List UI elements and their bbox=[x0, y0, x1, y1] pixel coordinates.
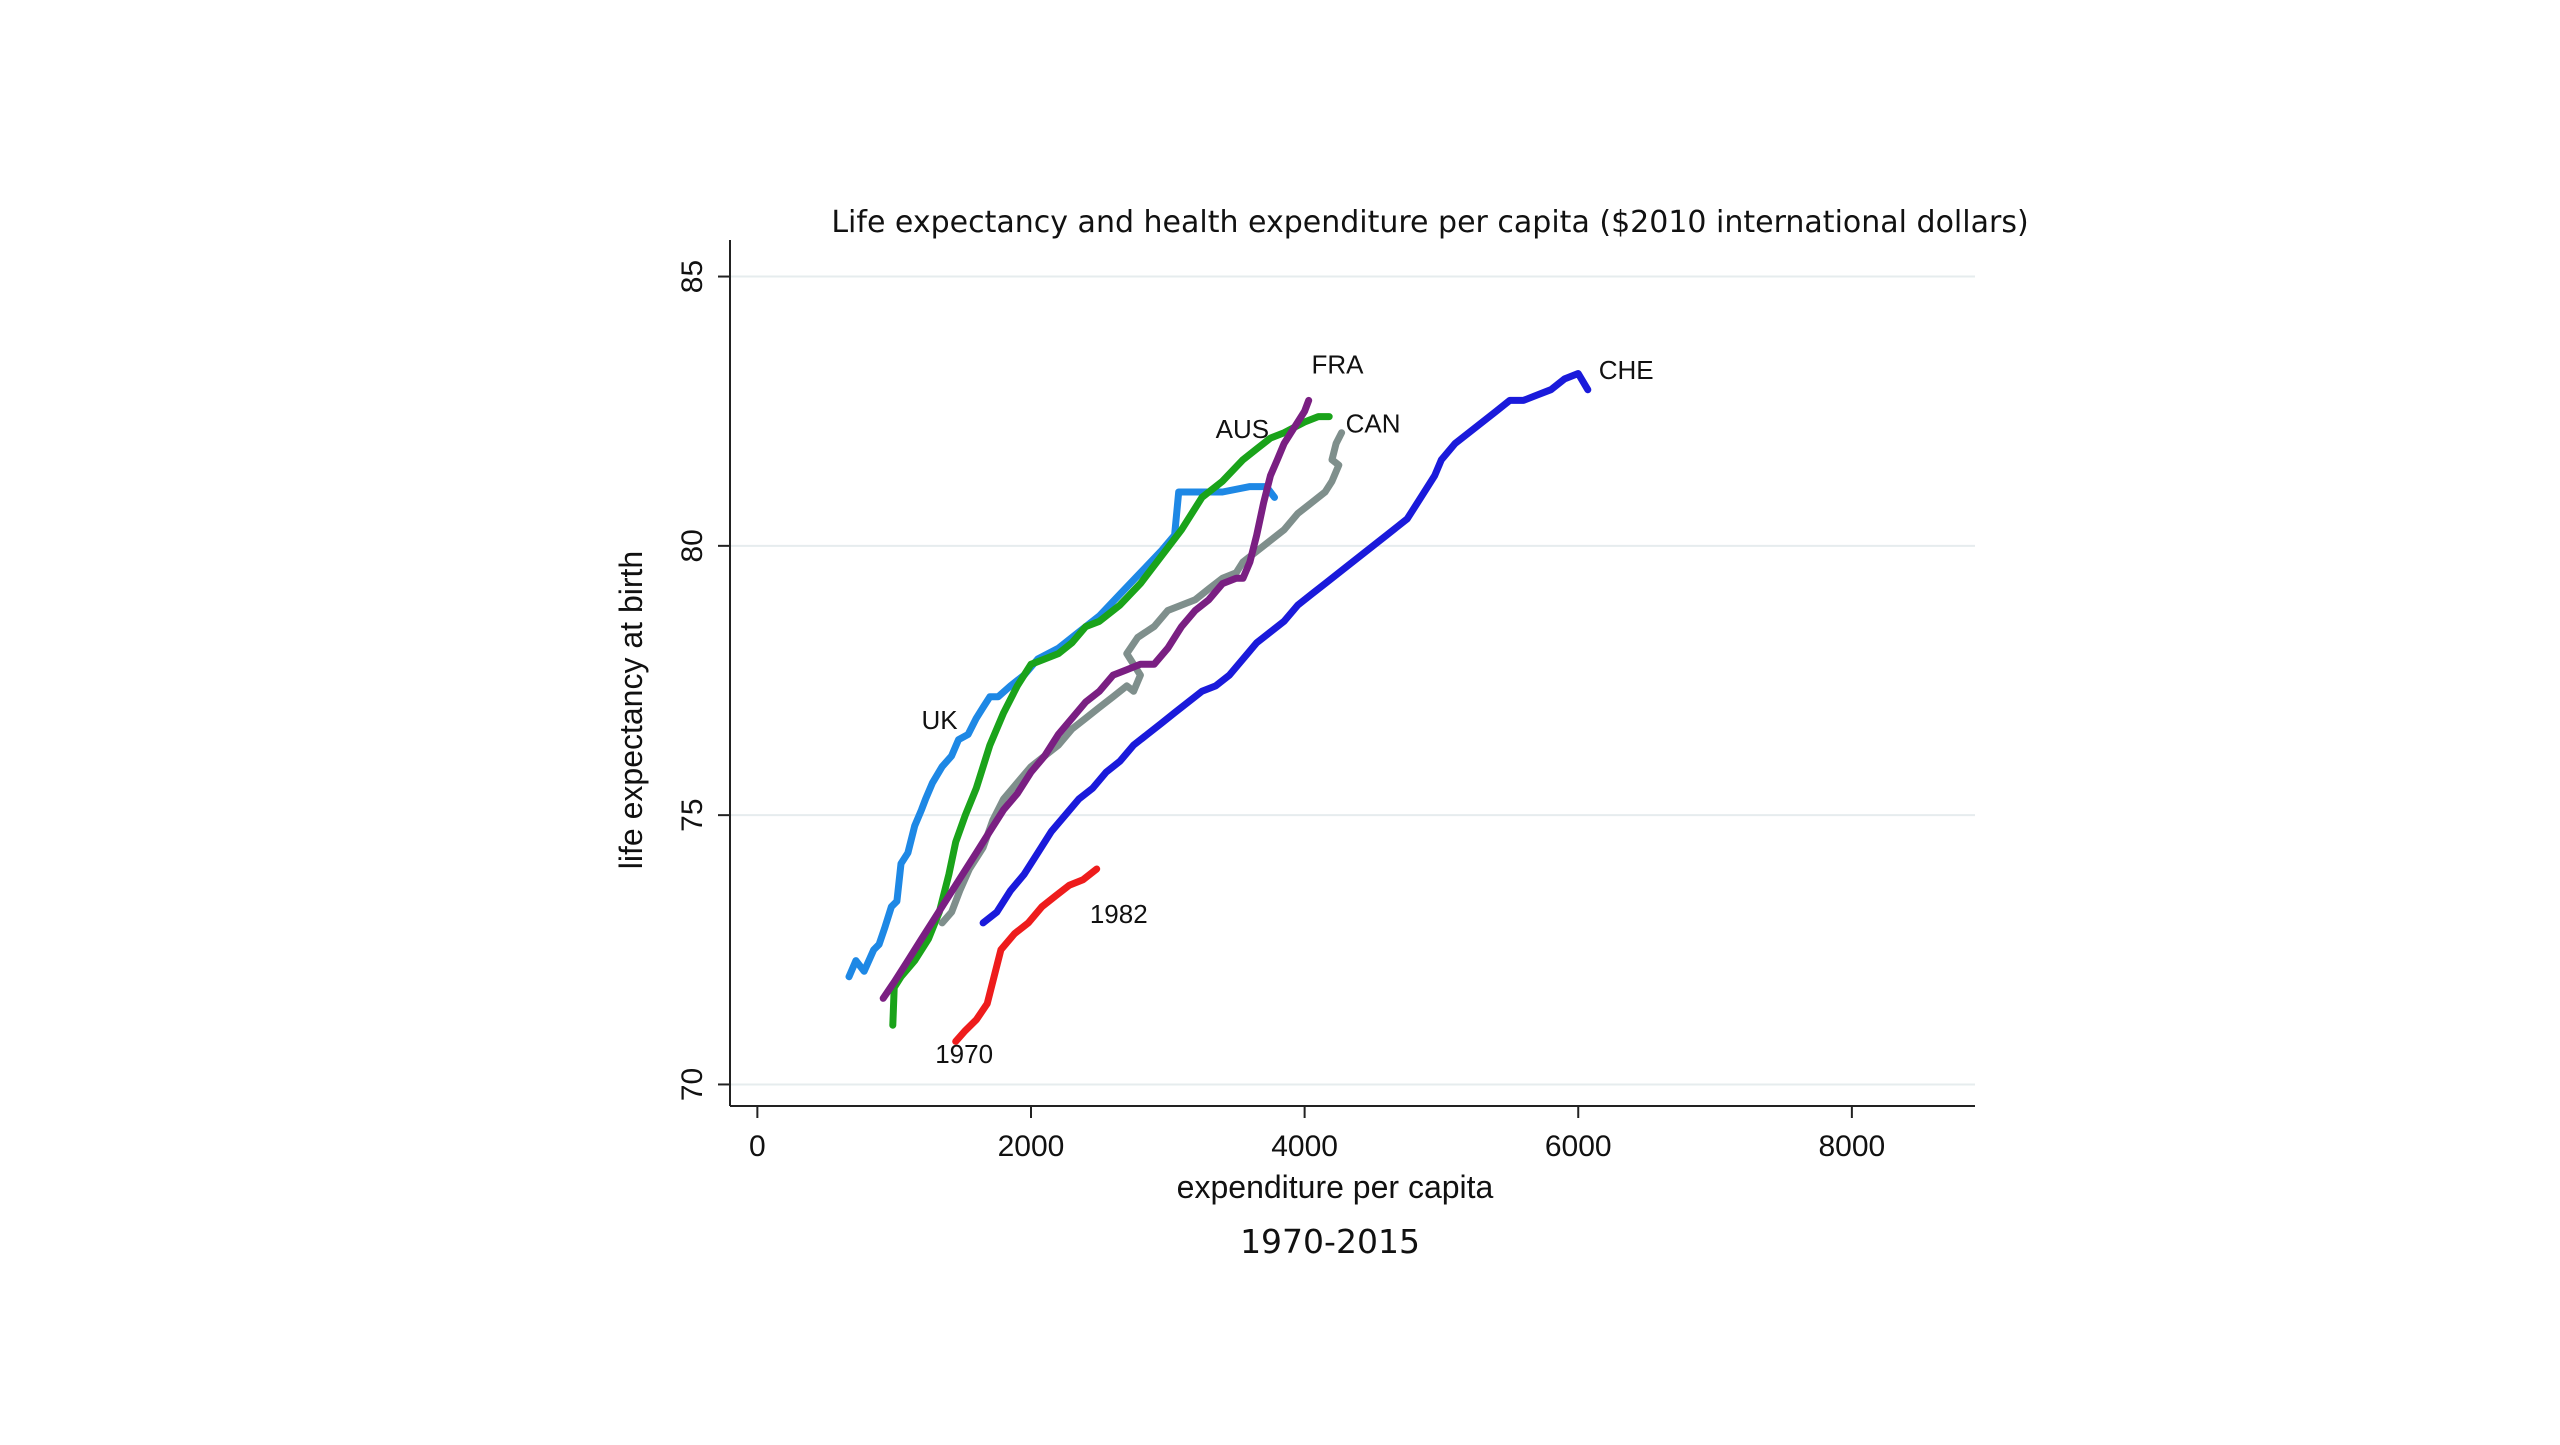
series-lines bbox=[845, 370, 1592, 1045]
y-tick-label-70: 70 bbox=[676, 1068, 709, 1101]
y-tick-label-75: 75 bbox=[676, 798, 709, 831]
annotation-1970: 1970 bbox=[935, 1039, 993, 1069]
plot-background bbox=[575, 195, 1985, 1245]
annotation-aus: AUS bbox=[1216, 414, 1269, 444]
grid-lines bbox=[730, 275, 1975, 1086]
x-axis-label: expenditure per capita bbox=[1177, 1169, 1494, 1205]
series-line-che bbox=[979, 370, 1592, 927]
annotation-che: CHE bbox=[1599, 355, 1654, 385]
x-tick-label-4000: 4000 bbox=[1271, 1130, 1338, 1163]
annotation-fra: FRA bbox=[1311, 349, 1364, 379]
annotation-uk: UK bbox=[922, 705, 959, 735]
chart-subtitle: 1970-2015 bbox=[1240, 1222, 1420, 1261]
y-axis-label: life expectancy at birth bbox=[613, 551, 649, 869]
annotation-1982: 1982 bbox=[1090, 899, 1148, 929]
x-tick-label-8000: 8000 bbox=[1818, 1130, 1885, 1163]
x-tick-label-6000: 6000 bbox=[1545, 1130, 1612, 1163]
series-line-1970-1982 bbox=[952, 865, 1101, 1045]
annotation-can: CAN bbox=[1346, 409, 1401, 439]
x-tick-label-2000: 2000 bbox=[998, 1130, 1065, 1163]
x-tick-label-0: 0 bbox=[749, 1130, 766, 1163]
y-tick-label-80: 80 bbox=[676, 529, 709, 562]
chart-title: Life expectancy and health expenditure p… bbox=[831, 205, 2028, 240]
axes: 70 75 80 85 0 2000 4000 6000 8000 bbox=[676, 240, 1975, 1163]
series-line-can bbox=[938, 429, 1346, 927]
series-annotations: UK AUS FRA CAN CHE 1982 1970 bbox=[922, 349, 1654, 1068]
series-line-fra bbox=[879, 396, 1313, 1002]
y-tick-label-85: 85 bbox=[676, 260, 709, 293]
